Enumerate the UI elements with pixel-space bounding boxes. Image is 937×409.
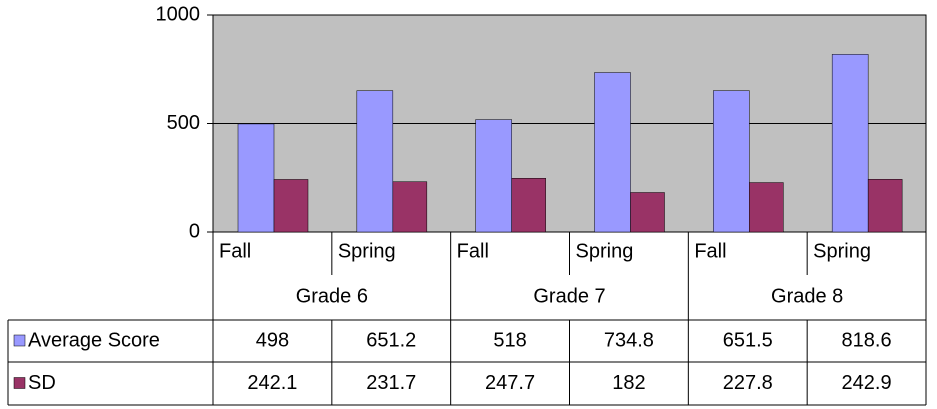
bar [630, 192, 665, 233]
group-label: Grade 8 [771, 285, 843, 307]
x-tick-label: Spring [576, 240, 634, 262]
y-tick-label: 500 [167, 112, 200, 134]
table-value: 242.9 [842, 372, 892, 394]
table-value: 818.6 [842, 329, 892, 351]
table-value: 518 [493, 329, 526, 351]
y-tick-label: 0 [189, 220, 200, 242]
x-tick-label: Fall [694, 240, 726, 262]
table-value: 651.2 [366, 329, 416, 351]
bar [475, 119, 512, 233]
x-tick-label: Fall [457, 240, 489, 262]
table-value: 734.8 [604, 329, 654, 351]
table-value: 231.7 [366, 372, 416, 394]
x-tick-label: Fall [219, 240, 251, 262]
group-label: Grade 6 [296, 285, 368, 307]
group-label: Grade 7 [533, 285, 605, 307]
legend-label: SD [28, 372, 56, 394]
bar [511, 177, 546, 233]
bar [749, 182, 784, 233]
x-tick-label: Spring [338, 240, 396, 262]
table-value: 182 [612, 372, 645, 394]
table-value: 651.5 [723, 329, 773, 351]
table-value: 227.8 [723, 372, 773, 394]
bar [273, 179, 309, 233]
bar [392, 181, 428, 233]
table-value: 247.7 [485, 372, 535, 394]
bar [713, 90, 750, 233]
legend-key [13, 377, 26, 389]
bar [356, 90, 394, 233]
x-tick-label: Spring [813, 240, 871, 262]
legend-key [13, 334, 26, 347]
bar [237, 123, 275, 233]
bar [867, 179, 903, 233]
table-value: 242.1 [247, 372, 297, 394]
legend-label: Average Score [28, 329, 160, 351]
table-value: 498 [256, 329, 289, 351]
bar [831, 54, 869, 233]
bar [594, 72, 631, 233]
y-tick-label: 1000 [156, 3, 201, 25]
